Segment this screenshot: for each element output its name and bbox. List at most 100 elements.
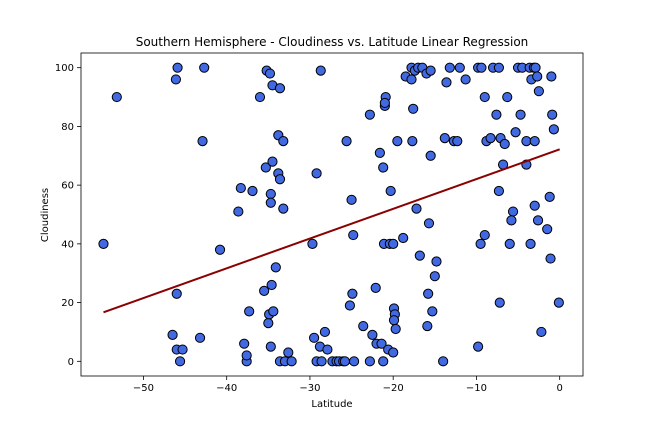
data-point: [346, 194, 357, 205]
x-tick-label: −30: [299, 383, 320, 394]
y-tick-label: 20: [61, 298, 74, 309]
data-point: [425, 150, 436, 161]
data-point: [504, 238, 515, 249]
data-point: [431, 256, 442, 267]
data-point: [265, 188, 276, 200]
data-point: [407, 135, 418, 147]
data-point: [311, 168, 322, 179]
data-point: [199, 62, 210, 73]
data-point: [547, 109, 558, 120]
data-point: [339, 356, 351, 367]
data-point: [429, 271, 440, 282]
data-point: [378, 162, 389, 173]
data-point: [259, 285, 270, 296]
data-point: [286, 356, 297, 367]
data-point: [388, 315, 400, 326]
data-point: [506, 215, 517, 226]
data-point: [493, 185, 505, 197]
data-point: [479, 229, 490, 241]
data-point: [322, 344, 333, 355]
data-point: [545, 253, 556, 264]
data-point: [172, 62, 183, 73]
data-point: [548, 124, 559, 135]
data-point: [533, 86, 544, 97]
data-point: [214, 244, 226, 255]
data-point: [239, 338, 250, 349]
data-point: [510, 127, 521, 138]
data-point: [341, 135, 352, 147]
data-point: [344, 300, 355, 311]
x-tick-label: −50: [133, 383, 154, 394]
data-point: [441, 77, 452, 88]
y-tick-label: 60: [61, 181, 74, 192]
data-point: [241, 350, 252, 361]
data-point: [274, 174, 286, 185]
chart-title: Southern Hemisphere - Cloudiness vs. Lat…: [136, 35, 529, 49]
data-point: [266, 279, 277, 291]
y-tick-label: 80: [61, 122, 74, 133]
data-point: [274, 83, 286, 94]
data-point: [254, 91, 266, 103]
data-point: [414, 250, 425, 261]
data-point: [388, 238, 399, 249]
x-tick-label: −40: [216, 383, 237, 394]
data-point: [268, 306, 279, 317]
data-point: [475, 238, 486, 249]
data-point: [378, 356, 389, 367]
data-point: [316, 356, 327, 367]
data-point: [392, 135, 403, 147]
regression-line: [103, 148, 561, 314]
data-point: [265, 197, 276, 208]
data-point: [439, 133, 450, 144]
data-point: [553, 297, 564, 308]
data-point: [376, 338, 387, 349]
data-point: [507, 206, 519, 217]
data-point: [408, 103, 419, 114]
data-point: [422, 320, 433, 332]
axes: −50 −40 −30 −20 −10 0 0 20 40 60 80 100: [55, 52, 584, 394]
data-point: [194, 332, 206, 343]
data-point: [479, 91, 490, 103]
data-point: [348, 229, 359, 241]
y-tick-label: 0: [68, 357, 74, 368]
data-point: [171, 288, 182, 299]
data-point: [367, 329, 378, 340]
data-point: [438, 356, 449, 367]
data-point: [235, 182, 246, 194]
data-point: [502, 91, 513, 103]
data-point: [427, 306, 438, 317]
data-point: [544, 191, 555, 202]
data-point: [398, 232, 409, 244]
y-axis-label: Cloudiness: [40, 188, 51, 242]
data-point: [264, 68, 276, 79]
data-point: [197, 135, 208, 147]
y-tick-label: 40: [61, 239, 74, 250]
data-point: [529, 135, 540, 147]
data-point: [454, 62, 465, 73]
data-point: [444, 62, 455, 73]
data-point: [493, 62, 505, 73]
data-point: [347, 288, 358, 299]
x-tick-label: −10: [466, 383, 487, 394]
data-point: [364, 109, 375, 120]
data-point: [265, 341, 276, 352]
data-point: [370, 282, 381, 294]
data-point: [111, 91, 122, 103]
data-point: [460, 74, 471, 85]
data-point: [348, 356, 360, 367]
data-point: [532, 215, 544, 226]
data-point: [358, 320, 369, 332]
data-point: [309, 332, 320, 343]
data-point: [174, 356, 186, 367]
data-point: [244, 306, 255, 317]
data-point: [388, 347, 399, 358]
data-point: [532, 71, 543, 82]
data-point: [542, 224, 553, 235]
data-point: [411, 203, 422, 214]
data-point: [315, 65, 326, 76]
data-point: [170, 74, 182, 85]
data-point: [379, 97, 390, 109]
data-point: [98, 238, 109, 249]
data-point: [267, 156, 278, 167]
